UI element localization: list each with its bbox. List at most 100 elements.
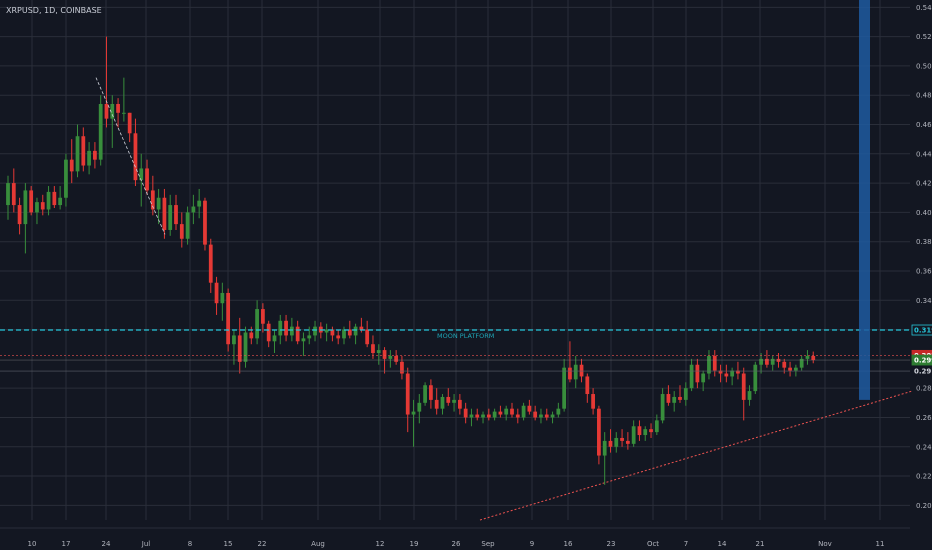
candle-body xyxy=(6,183,10,206)
candle xyxy=(52,186,57,208)
candle-body xyxy=(533,411,538,418)
candle-body xyxy=(544,414,549,418)
candle-body xyxy=(429,385,433,400)
candle-body xyxy=(110,104,115,119)
candle xyxy=(203,197,207,251)
candle xyxy=(226,288,231,352)
candle-body xyxy=(417,402,422,412)
candle-body xyxy=(550,414,555,418)
candle xyxy=(689,358,694,392)
time-tick-label: 21 xyxy=(756,540,765,548)
candle xyxy=(93,142,97,169)
candle-body xyxy=(707,355,711,374)
candle xyxy=(759,353,763,374)
time-tick-label: 10 xyxy=(28,540,37,548)
candle-body xyxy=(521,405,526,418)
candle-body xyxy=(301,338,306,342)
candle-body xyxy=(52,191,57,206)
candle-body xyxy=(191,206,196,213)
candle xyxy=(35,197,39,225)
candle xyxy=(191,194,196,225)
candle-body xyxy=(249,332,254,339)
candle xyxy=(185,206,190,245)
candle-body xyxy=(614,437,619,447)
candle xyxy=(121,77,126,122)
support-trendline xyxy=(479,390,913,521)
candle xyxy=(110,95,115,148)
candle-body xyxy=(93,150,97,160)
candle xyxy=(156,188,161,225)
candle xyxy=(168,194,173,236)
candle-body xyxy=(469,414,474,418)
candle xyxy=(579,358,584,383)
candle-body xyxy=(446,396,451,403)
candle xyxy=(765,350,769,368)
time-tick-label: 17 xyxy=(62,540,71,548)
grid xyxy=(0,0,910,520)
time-tick-label: 14 xyxy=(718,540,727,548)
candle xyxy=(475,408,480,421)
candle-body xyxy=(741,373,746,400)
candle xyxy=(811,351,816,364)
price-tick-label: 0.5000 xyxy=(916,62,932,70)
candle xyxy=(116,98,120,128)
candle-body xyxy=(330,329,335,336)
candle xyxy=(330,326,335,342)
price-tick-label: 0.2600 xyxy=(916,414,932,422)
price-tick-label: 0.2000 xyxy=(916,502,932,510)
candle-body xyxy=(98,104,103,160)
candle-body xyxy=(486,414,491,418)
price-axis[interactable]: 0.5400 0.5200 0.5000 0.4800 0.4600 0.4400 0.42… xyxy=(911,4,932,510)
candle xyxy=(498,405,503,418)
candle-body xyxy=(295,326,300,342)
candle xyxy=(649,423,653,438)
candle xyxy=(637,420,642,441)
candle-body xyxy=(359,326,364,330)
candle-body xyxy=(255,309,259,339)
candle xyxy=(347,320,352,339)
candle xyxy=(556,402,561,418)
candle-body xyxy=(463,408,468,418)
candle-body xyxy=(625,440,630,444)
candle xyxy=(481,411,485,424)
time-tick-label: 26 xyxy=(452,540,461,548)
candle-body xyxy=(75,136,80,172)
candle xyxy=(405,367,410,433)
time-tick-label: Oct xyxy=(647,540,659,548)
time-tick-label: Sep xyxy=(481,540,495,548)
candle-body xyxy=(637,426,642,436)
candle xyxy=(365,320,370,348)
time-tick-label: 8 xyxy=(188,540,192,548)
candle-body xyxy=(515,414,520,418)
candle-body xyxy=(342,329,346,339)
candle xyxy=(434,388,439,415)
candle-body xyxy=(261,309,265,324)
candle-body xyxy=(405,373,410,415)
candle xyxy=(770,355,775,371)
candle-body xyxy=(278,320,283,336)
candle xyxy=(654,414,659,436)
candle-body xyxy=(620,437,624,441)
candle-body xyxy=(289,326,294,336)
time-axis[interactable]: 10 17 24 Jul 8 15 22 Aug 12 19 26 Sep 9 16 23 Oct 7 14 21 N… xyxy=(0,527,910,548)
candle-body xyxy=(689,364,694,389)
candle-body xyxy=(788,367,792,371)
candle xyxy=(753,361,758,395)
candle xyxy=(394,350,399,365)
candle-body xyxy=(672,396,677,403)
candle xyxy=(672,391,677,412)
candle xyxy=(712,350,717,377)
candle-body xyxy=(226,292,231,345)
candle xyxy=(301,332,306,356)
candle-body xyxy=(266,323,271,342)
candle xyxy=(23,183,28,254)
candle-body xyxy=(336,335,341,339)
candle xyxy=(295,320,300,345)
overlays: MOON PLATFORM xyxy=(0,0,910,400)
candle xyxy=(486,408,491,421)
candle xyxy=(747,385,752,406)
price-badge: 0.2917 xyxy=(911,365,932,377)
